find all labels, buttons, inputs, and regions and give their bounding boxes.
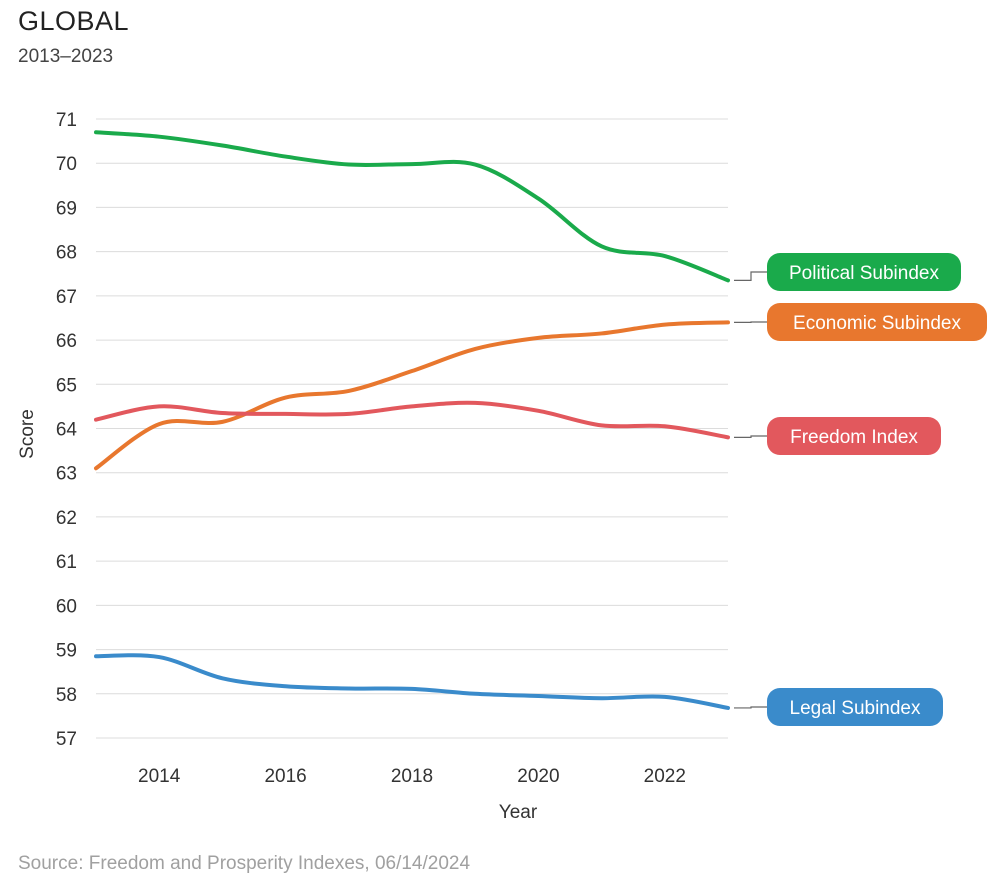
political-subindex-label-text: Political Subindex <box>789 263 939 284</box>
x-tick-label: 2022 <box>644 766 686 787</box>
y-tick-label: 62 <box>56 508 77 529</box>
political-subindex-leader-line <box>734 271 767 281</box>
y-tick-label: 63 <box>56 464 77 485</box>
legal-subindex-leader-line <box>734 706 767 709</box>
political-subindex-label-badge <box>767 253 961 291</box>
y-tick-label: 67 <box>56 287 77 308</box>
legal-subindex-line <box>94 653 730 710</box>
x-tick-label: 2014 <box>138 766 181 787</box>
freedom-index-label-text: Freedom Index <box>790 427 918 448</box>
economic-subindex-label-badge <box>767 303 987 341</box>
economic-subindex-label-text: Economic Subindex <box>793 313 961 334</box>
x-axis-title: Year <box>499 802 538 823</box>
x-tick-label: 2020 <box>517 766 559 787</box>
legal-subindex-label-badge <box>767 688 943 726</box>
series-labels: Political Subindex Economic Subindex Freed… <box>734 253 987 726</box>
source-note: Source: Freedom and Prosperity Indexes, … <box>18 853 471 874</box>
freedom-index-line <box>94 400 730 440</box>
grid-lines <box>96 118 728 739</box>
x-axis-ticks: 2014 2016 2018 2020 2022 <box>138 766 686 787</box>
y-tick-label: 68 <box>56 243 77 264</box>
series-lines <box>94 130 730 710</box>
x-tick-label: 2018 <box>391 766 433 787</box>
legal-subindex-label-text: Legal Subindex <box>790 698 921 719</box>
y-tick-label: 58 <box>56 685 77 706</box>
y-tick-label: 66 <box>56 331 77 352</box>
y-tick-label: 64 <box>56 420 78 441</box>
y-axis-title: Score <box>17 409 38 459</box>
chart-title: GLOBAL <box>18 6 130 36</box>
x-tick-label: 2016 <box>264 766 306 787</box>
political-subindex-line <box>94 130 730 283</box>
y-tick-label: 69 <box>56 198 77 219</box>
freedom-index-leader-line <box>734 435 767 438</box>
y-tick-label: 60 <box>56 596 77 617</box>
chart-subtitle: 2013–2023 <box>18 46 114 67</box>
y-tick-label: 71 <box>56 110 77 131</box>
y-tick-label: 61 <box>56 552 77 573</box>
y-tick-label: 59 <box>56 641 77 662</box>
y-tick-label: 70 <box>56 154 77 175</box>
y-tick-label: 57 <box>56 729 77 750</box>
economic-subindex-line <box>94 320 730 471</box>
y-axis-ticks: 57 58 59 60 61 62 63 64 65 66 67 68 69 70 71 <box>56 110 78 750</box>
freedom-index-label-badge <box>767 417 941 455</box>
y-tick-label: 65 <box>56 375 77 396</box>
